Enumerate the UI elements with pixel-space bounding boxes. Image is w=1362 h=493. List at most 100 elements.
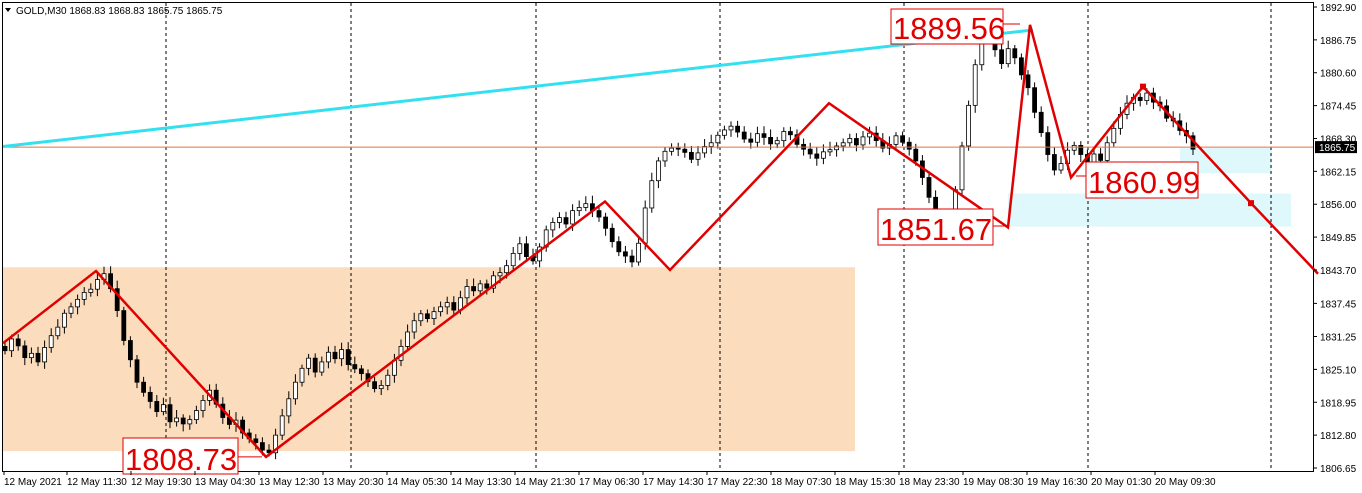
candle-body: [906, 141, 912, 150]
candle-body: [761, 133, 767, 138]
candle-body: [735, 125, 740, 133]
time-axis: 12 May 2021 12 May 11:30 12 May 19:30 13 Ma…: [3, 471, 1216, 488]
current-price-tag: 1865.75: [1315, 141, 1357, 154]
candle-body: [273, 434, 279, 454]
candle-body: [1045, 132, 1051, 155]
y-tick-label: 1856.00: [1320, 200, 1357, 211]
x-tick-label: 20 May 09:30: [1155, 477, 1216, 488]
triangle-down-icon[interactable]: [5, 8, 11, 12]
candle-body: [471, 286, 477, 292]
candle-body: [1019, 57, 1024, 76]
candle-body: [623, 251, 628, 257]
candle-body: [134, 359, 140, 383]
candle-body: [358, 368, 364, 375]
candle-body: [629, 255, 635, 263]
y-tick-label: 1880.60: [1320, 69, 1357, 80]
y-tick-label: 1837.45: [1320, 299, 1357, 310]
candle-body: [187, 419, 193, 425]
candle-body: [504, 265, 510, 274]
candle-body: [259, 442, 265, 451]
candle-body: [999, 49, 1004, 65]
callout-label: 1889.56: [893, 11, 1005, 46]
callout-1808: 1808.73: [122, 437, 262, 477]
candle-body: [372, 381, 378, 390]
callout-1851: 1851.67: [877, 208, 1006, 247]
candle-body: [418, 313, 424, 322]
candle-body: [524, 243, 529, 258]
candle-body: [451, 302, 457, 311]
candle-body: [253, 438, 259, 444]
candle-body: [332, 351, 338, 360]
zigzag-marker: [1140, 83, 1146, 90]
candle-body: [609, 227, 615, 243]
candle-body: [75, 298, 80, 308]
callout-box: [1085, 161, 1199, 199]
candle-body: [266, 449, 272, 454]
x-tick-label: 12 May 11:30: [67, 477, 127, 488]
candle-body: [497, 272, 503, 277]
x-tick-label: 17 May 22:30: [707, 477, 768, 488]
x-tick-label: 18 May 23:30: [899, 477, 960, 488]
y-tick-label: 1892.90: [1320, 3, 1357, 14]
candle-body: [1038, 111, 1044, 134]
candle-body: [576, 207, 582, 212]
x-tick-label: 18 May 07:30: [771, 477, 832, 488]
candle-body: [807, 148, 813, 155]
candle-body: [292, 381, 298, 400]
candle-body: [774, 140, 780, 145]
candle-body: [570, 210, 575, 225]
candle-body: [768, 137, 773, 145]
candle-body: [900, 135, 905, 143]
candle-body: [299, 367, 305, 383]
y-tick-label: 1843.70: [1320, 266, 1357, 277]
candle-body: [286, 398, 292, 417]
candle-body: [755, 133, 760, 143]
candle-body: [1052, 154, 1057, 171]
candle-body: [174, 417, 180, 423]
candle-body: [81, 292, 87, 300]
candle-body: [279, 415, 285, 436]
candle-body: [867, 132, 872, 138]
candle-body: [411, 320, 417, 333]
candle-body: [352, 364, 358, 370]
candle-body: [490, 275, 496, 289]
candle-body: [200, 399, 206, 411]
candle-body: [339, 349, 345, 360]
x-tick-label: 12 May 19:30: [131, 477, 192, 488]
candle-body: [15, 338, 21, 347]
candle-body: [121, 310, 127, 341]
candle-body: [656, 160, 661, 182]
candle-body: [847, 138, 853, 144]
candle-body: [695, 152, 701, 160]
callout-box: [877, 208, 994, 246]
candle-body: [42, 347, 47, 363]
supply-zone: [3, 267, 855, 452]
trendline[interactable]: [2, 28, 1034, 148]
callout-1860: 1860.99: [1076, 161, 1200, 200]
candle-body: [510, 253, 516, 267]
candle-body: [464, 286, 470, 299]
x-tick-label: 17 May 14:30: [643, 477, 704, 488]
y-tick-label: 1806.65: [1320, 464, 1357, 475]
candle-body: [88, 288, 94, 293]
x-tick-label: 14 May 21:30: [515, 477, 576, 488]
candle-body: [405, 331, 411, 347]
x-tick-label: 20 May 01:30: [1091, 477, 1152, 488]
y-tick-label: 1812.80: [1320, 431, 1357, 442]
symbol-header: GOLD,M30 1868.83 1868.83 1865.75 1865.75: [16, 6, 223, 17]
candle-body: [596, 210, 602, 218]
candle-body: [669, 147, 674, 152]
zigzag-indicator: [2, 24, 1319, 459]
callout-1889: 1889.56: [890, 8, 1020, 46]
candle-body: [68, 306, 74, 314]
candle-body: [557, 217, 562, 223]
candle-body: [444, 302, 450, 308]
candle-body: [517, 243, 523, 254]
x-tick-label: 19 May 16:30: [1027, 477, 1088, 488]
y-tick-label: 1886.75: [1320, 36, 1357, 47]
candle-body: [1104, 142, 1110, 161]
price-axis: 1892.90 1886.75 1880.60 1874.45 1868.30 1862.…: [1313, 3, 1357, 475]
candle-body: [748, 138, 754, 143]
